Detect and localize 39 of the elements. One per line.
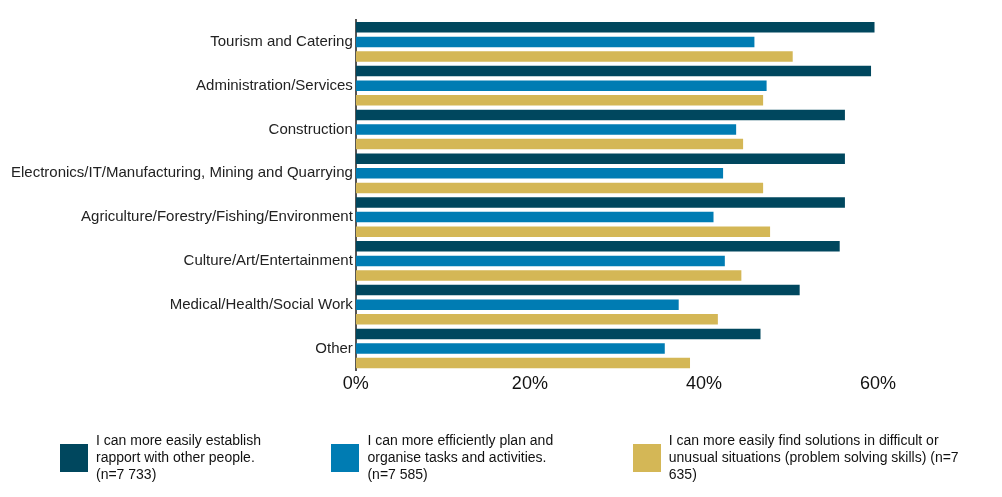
bar [355, 328, 761, 340]
y-tick-label: Culture/Art/Entertainment [183, 251, 354, 269]
bar [355, 197, 845, 208]
bar [355, 284, 800, 296]
bar [355, 226, 771, 237]
bar [355, 343, 665, 354]
bar [355, 109, 845, 121]
bar [355, 22, 875, 33]
y-tick-label: Electronics/IT/Manufacturing, Mining and Quarrying [10, 163, 353, 181]
bar [355, 241, 840, 252]
y-tick-label: Tourism and Catering [210, 32, 353, 50]
y-tick-label: Construction [268, 119, 353, 137]
y-tick-label: Other [315, 338, 353, 356]
x-tick-label: 40% [685, 373, 722, 394]
y-tick-label: Agriculture/Forestry/Fishing/Environment [81, 207, 354, 225]
bar [355, 211, 714, 223]
x-tick-label: 20% [511, 373, 548, 394]
bar [355, 124, 737, 135]
y-tick-label: Medical/Health/Social Work [169, 294, 354, 312]
bar [355, 153, 845, 164]
bar [355, 51, 793, 62]
bar [355, 80, 767, 91]
bar [355, 314, 718, 325]
bar [355, 357, 691, 369]
bar [355, 168, 724, 179]
legend-label: I can more easily find solutions in difficult or unusual situations (problem solving skills) (n=7 635) [668, 432, 960, 483]
bar [355, 36, 755, 48]
x-tick-label: 0% [342, 373, 369, 394]
y-tick-label: Administration/Services [196, 75, 353, 93]
bar [355, 182, 764, 194]
legend-label: I can more easily establish rapport with other people. (n=7 733) [96, 432, 262, 483]
bar [355, 270, 742, 281]
legend-label: I can more efficiently plan and organise tasks and activities. (n=7 585) [367, 432, 555, 483]
bar [355, 95, 764, 106]
bar [355, 65, 872, 77]
x-tick-label: 60% [859, 373, 897, 394]
bar [355, 255, 725, 267]
bar [355, 299, 679, 310]
bar [355, 138, 744, 150]
